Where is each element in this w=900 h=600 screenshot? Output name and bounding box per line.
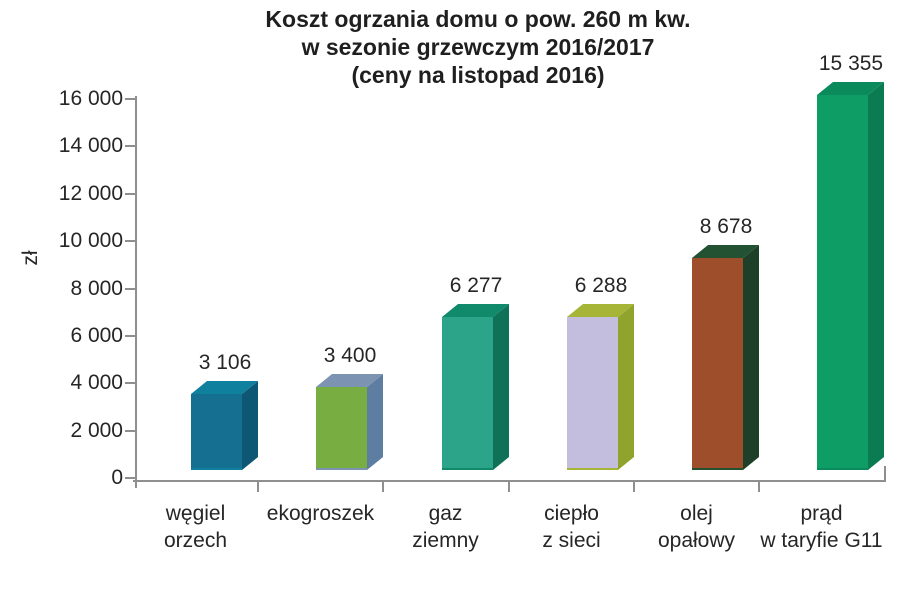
y-tick-label: 6 000 [70,324,123,347]
y-tick-label: 16 000 [58,87,123,110]
y-tick-mark [125,193,136,195]
y-tick-label: 0 [111,466,123,489]
bar-top-face-wegiel-orzech [191,381,258,394]
bar-side-face-wegiel-orzech [242,381,258,470]
bar-top-face-prad-w-taryfie-g11 [817,82,884,95]
bar-top-face-cieplo-z-sieci [567,304,634,317]
y-tick-label: 4 000 [70,371,123,394]
y-tick-mark [125,240,136,242]
bar-side-face-gaz-ziemny [493,304,509,470]
bar-ekogroszek [316,387,367,470]
bar-gaz-ziemny [442,317,493,470]
x-axis-boundary-tick [633,482,635,492]
bar-top-face-ekogroszek [316,374,383,387]
y-tick-label: 8 000 [70,277,123,300]
bar-value-label: 15 355 [818,52,884,75]
y-tick-mark [125,335,136,337]
y-axis-line [135,96,137,488]
y-tick-label: 12 000 [58,182,123,205]
category-label-ekogroszek: ekogroszek [266,502,375,525]
bar-side-face-ekogroszek [367,374,383,470]
category-label-cieplo-z-sieci: ciepło z sieci [542,502,601,552]
chart-title: Koszt ogrzania domu o pow. 260 m kw. w s… [56,5,900,89]
bar-top-face-gaz-ziemny [442,304,509,317]
bar-value-label: 6 288 [574,274,628,297]
chart-title-line3: (ceny na listopad 2016) [351,62,605,88]
y-tick-mark [125,145,136,147]
category-label-prad-w-taryfie-g11: prąd w taryfie G11 [760,502,883,552]
x-axis-boundary-tick [382,482,384,492]
chart-title-line1: Koszt ogrzania domu o pow. 260 m kw. [265,6,691,32]
y-tick-label: 2 000 [70,419,123,442]
bar-prad-w-taryfie-g11 [817,95,868,470]
bar-value-label: 8 678 [699,215,753,238]
bar-value-label: 6 277 [449,274,503,297]
x-axis-boundary-tick [758,482,760,492]
y-tick-mark [125,98,136,100]
x-axis-line [133,480,886,482]
bar-side-face-olej-opalowy [743,245,759,470]
y-tick-label: 14 000 [58,134,123,157]
y-tick-mark [125,288,136,290]
category-label-olej-opalowy: olej opałowy [657,502,736,552]
chart-title-line2: w sezonie grzewczym 2016/2017 [301,34,655,60]
bar-olej-opalowy [692,258,743,470]
x-axis-end-tick [884,466,886,481]
bar-wegiel-orzech [191,394,242,470]
category-label-wegiel-orzech: węgiel orzech [163,502,228,552]
bar-side-face-cieplo-z-sieci [618,304,634,470]
bar-top-face-olej-opalowy [692,245,759,258]
y-tick-mark [125,477,136,479]
bar-value-label: 3 400 [323,344,377,367]
bar-value-label: 3 106 [198,351,252,374]
bar-side-face-prad-w-taryfie-g11 [868,82,884,470]
x-axis-boundary-tick [508,482,510,492]
y-tick-mark [125,430,136,432]
category-label-gaz-ziemny: gaz ziemny [412,502,479,552]
y-tick-label: 10 000 [58,229,123,252]
x-axis-boundary-tick [257,482,259,492]
y-tick-mark [125,382,136,384]
bar-cieplo-z-sieci [567,317,618,470]
